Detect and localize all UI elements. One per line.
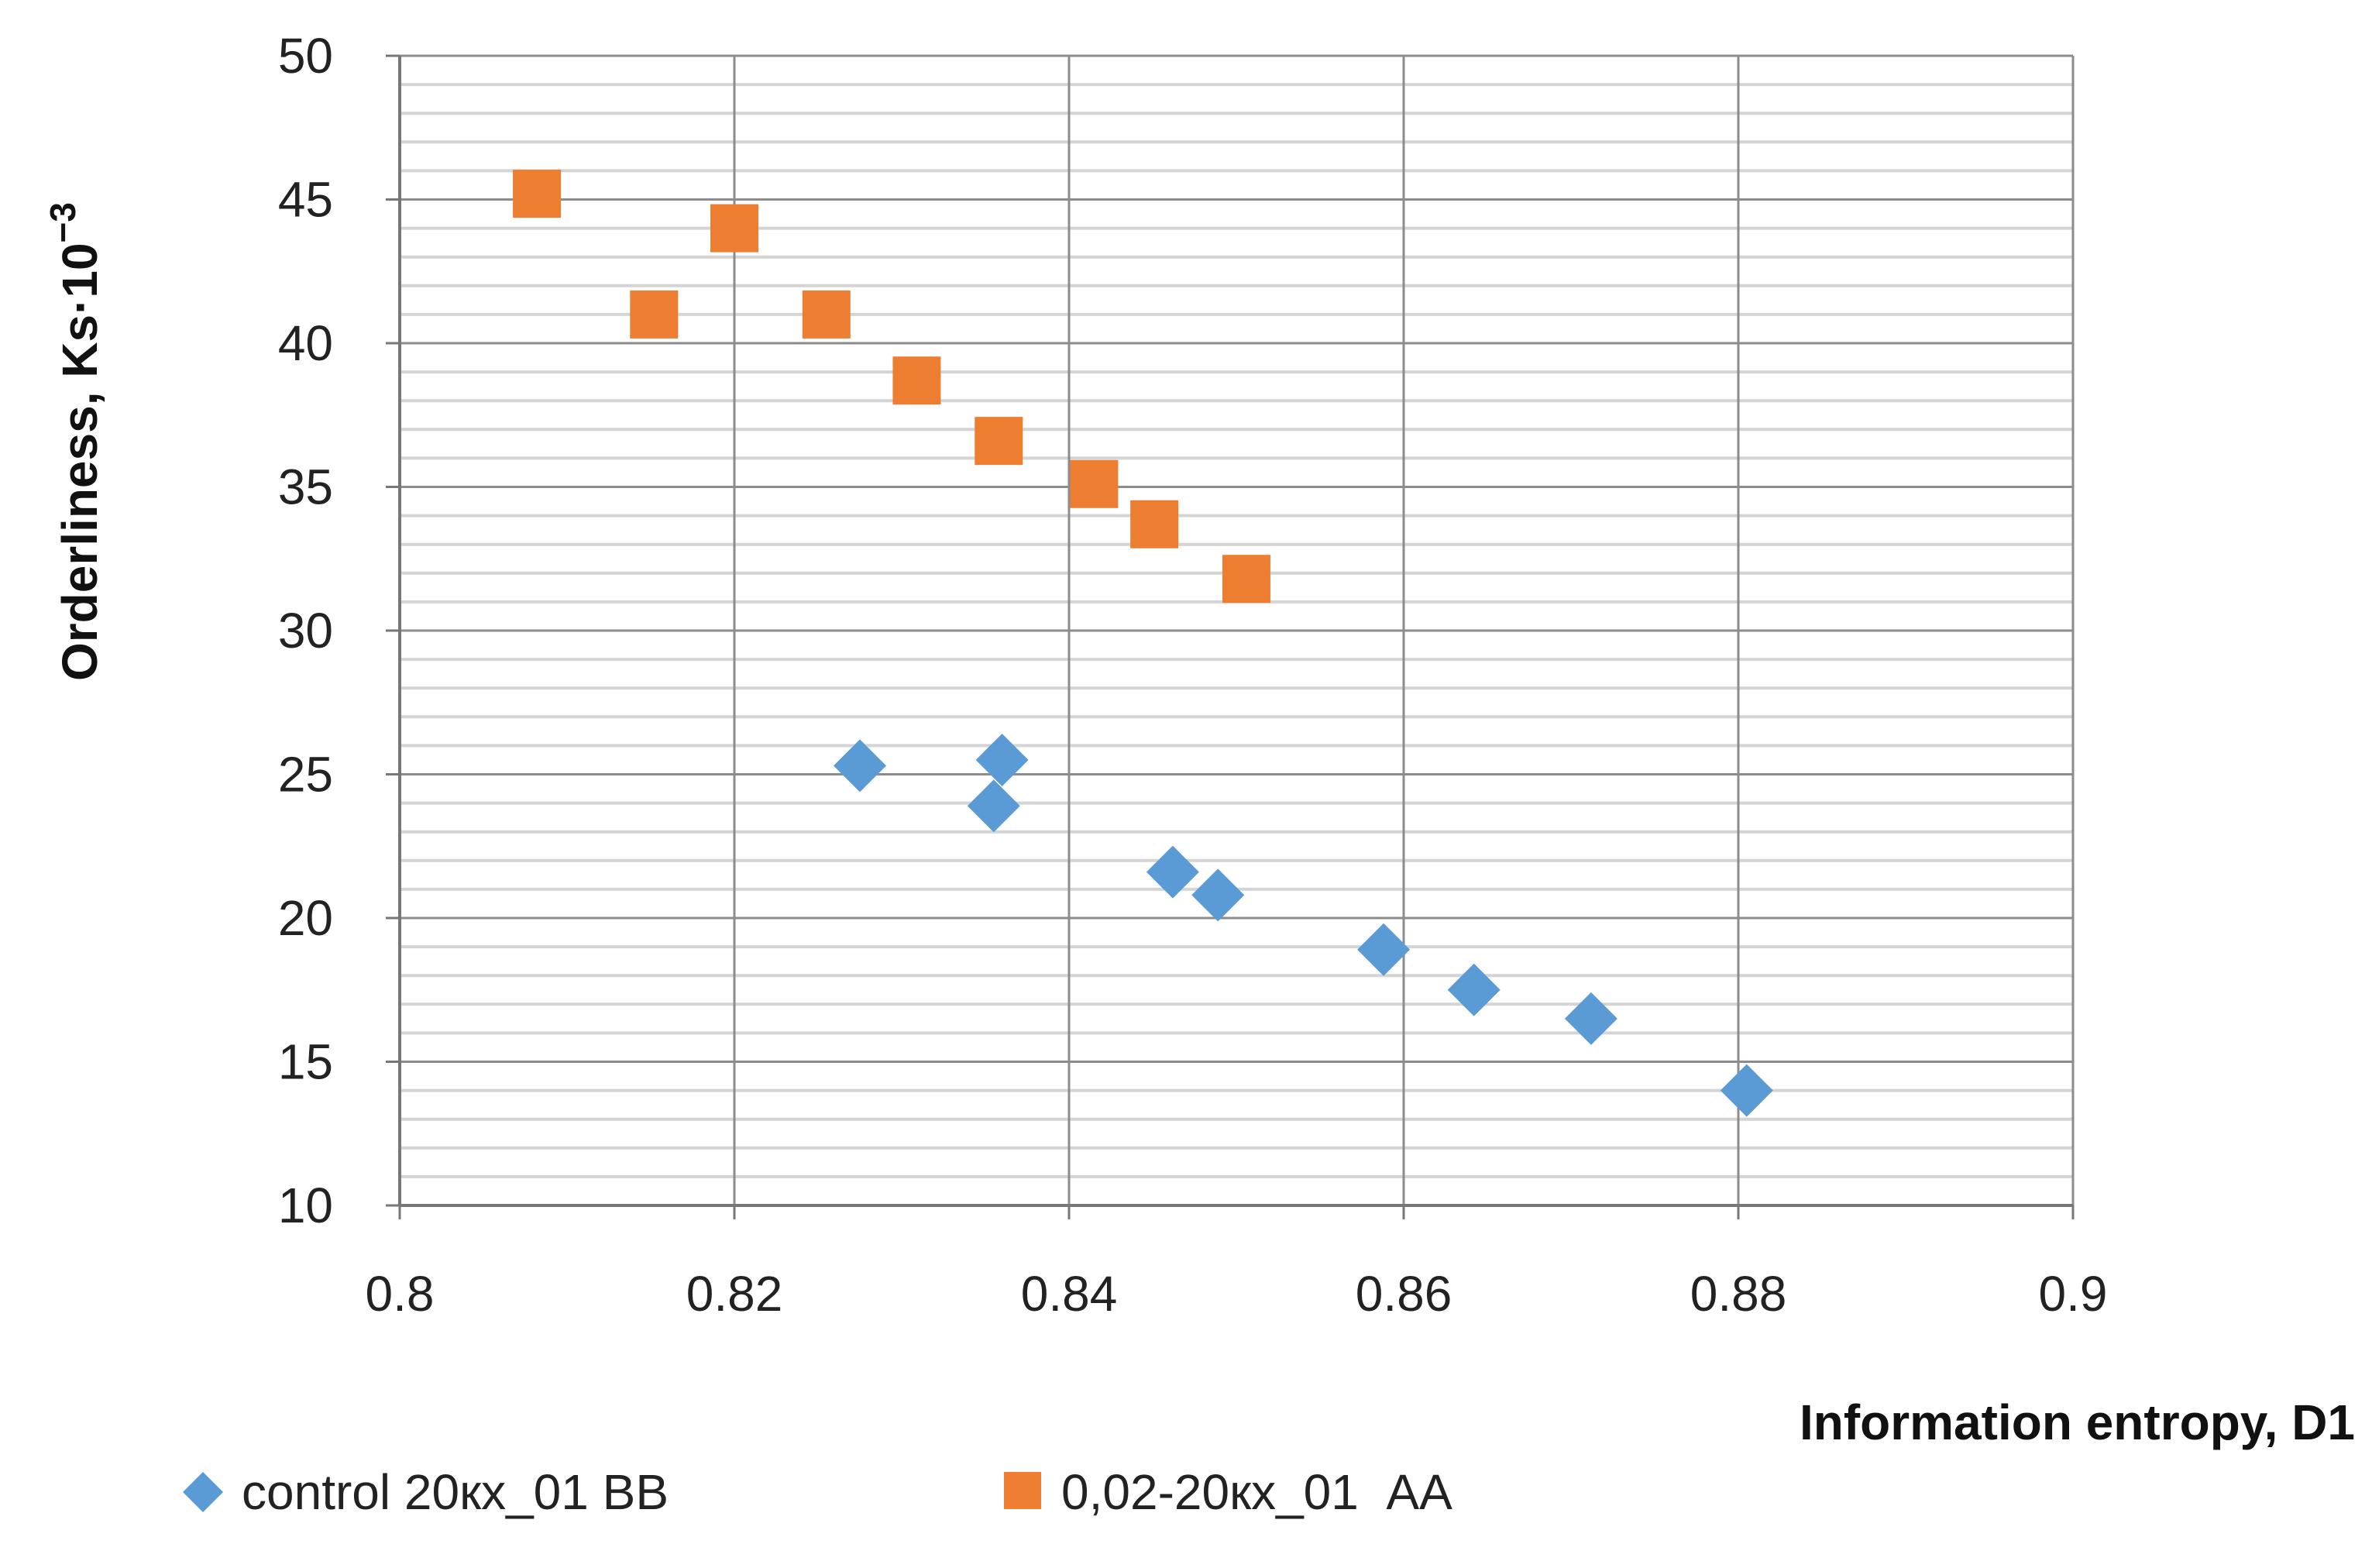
x-tick-label: 0.88	[1690, 1266, 1787, 1322]
data-point-diamond	[975, 733, 1029, 786]
data-point-square	[513, 170, 562, 218]
y-tick-label: 25	[278, 747, 333, 803]
y-tick-label: 15	[278, 1034, 333, 1090]
data-point-square	[892, 356, 941, 405]
axes	[386, 54, 2075, 1219]
legend-label: control 20кх_01 BB	[242, 1464, 669, 1520]
y-tick-labels: 10 15 20 25 30 35 40 45 50	[278, 28, 333, 1233]
x-tick-label: 0.86	[1356, 1266, 1452, 1322]
x-tick-label: 0.84	[1021, 1266, 1118, 1322]
data-point-square	[710, 204, 758, 253]
y-tick-label: 10	[278, 1178, 333, 1233]
series-1	[834, 733, 1773, 1117]
legend-label: 0,02-20кх_01 AA	[1061, 1464, 1452, 1520]
data-point-diamond	[1357, 923, 1411, 976]
y-axis-title-exponent: −3	[43, 202, 83, 242]
major-gridlines	[400, 54, 2075, 1205]
data-point-square	[1130, 500, 1179, 548]
data-point-square	[630, 290, 679, 339]
data-points	[513, 170, 1773, 1117]
x-axis-title: Information entropy, D1	[1800, 1394, 2355, 1450]
data-point-diamond	[1191, 868, 1245, 922]
data-point-square	[975, 417, 1023, 466]
data-point-square	[1222, 555, 1270, 603]
legend-item-1: control 20кх_01 BB	[183, 1464, 669, 1520]
data-point-diamond	[967, 779, 1020, 833]
y-tick-label: 50	[278, 28, 333, 84]
data-point-diamond	[834, 739, 886, 793]
y-axis-title-text: Orderliness, Ks·10	[52, 242, 108, 681]
data-point-diamond	[1564, 992, 1617, 1045]
y-tick-label: 45	[278, 172, 333, 228]
legend-item-2: 0,02-20кх_01 AA	[1004, 1464, 1452, 1520]
legend-marker-diamond	[183, 1472, 223, 1512]
y-axis-title: Orderliness, Ks·10−3	[43, 202, 108, 681]
data-point-diamond	[1146, 845, 1199, 899]
x-tick-label: 0.82	[686, 1266, 783, 1322]
series-2	[513, 170, 1270, 603]
data-point-diamond	[1720, 1064, 1773, 1117]
x-tick-labels: 0.8 0.82 0.84 0.86 0.88 0.9	[366, 1266, 2108, 1322]
x-tick-label: 0.9	[2039, 1266, 2108, 1322]
y-tick-label: 40	[278, 315, 333, 371]
legend: control 20кх_01 BB 0,02-20кх_01 AA	[183, 1464, 1452, 1520]
y-tick-label: 35	[278, 459, 333, 515]
y-tick-label: 20	[278, 890, 333, 946]
legend-marker-square	[1004, 1472, 1041, 1509]
data-point-diamond	[1447, 963, 1501, 1016]
y-tick-label: 30	[278, 603, 333, 658]
data-point-square	[802, 290, 851, 339]
x-tick-label: 0.8	[366, 1266, 435, 1322]
data-point-square	[1070, 459, 1119, 508]
